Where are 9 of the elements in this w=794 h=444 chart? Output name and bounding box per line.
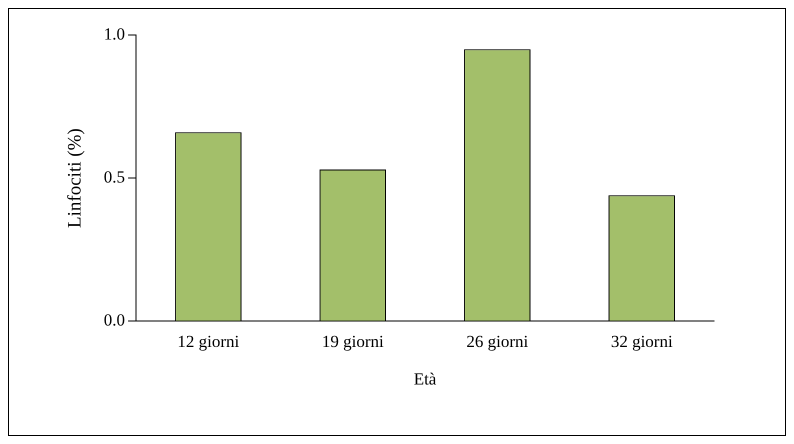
x-tick-label: 12 giorni xyxy=(177,332,240,351)
y-tick-label: 0.0 xyxy=(104,310,126,330)
y-axis-title: Linfociti (%) xyxy=(64,128,86,228)
y-tick-label: 0.5 xyxy=(104,168,126,187)
x-axis-title: Età xyxy=(414,369,437,388)
x-tick-label: 26 giorni xyxy=(466,332,528,351)
x-tick-label: 32 giorni xyxy=(610,332,673,351)
x-tick-label: 19 giorni xyxy=(322,332,384,351)
y-tick-label: 1.0 xyxy=(104,24,126,44)
